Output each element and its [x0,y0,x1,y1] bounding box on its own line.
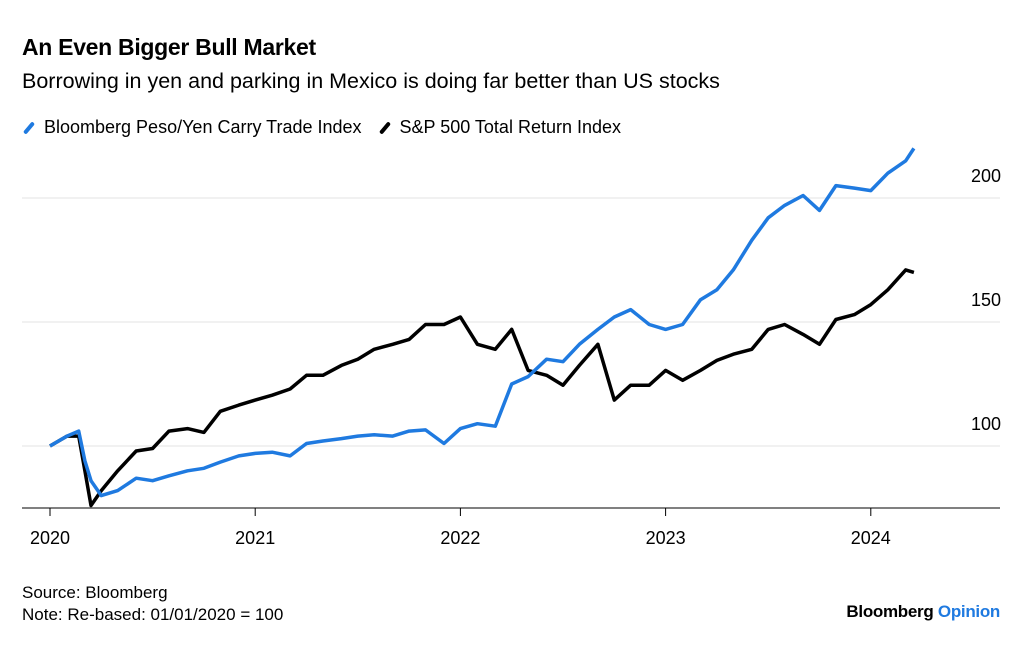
y-tick-label: 100 [971,414,1001,434]
x-tick-label: 2024 [851,528,891,548]
chart-subtitle: Borrowing in yen and parking in Mexico i… [22,69,720,93]
logo-main: Bloomberg [846,602,934,621]
source-note: Source: Bloomberg [22,583,168,602]
x-tick-label: 2020 [30,528,70,548]
legend: Bloomberg Peso/Yen Carry Trade Index S&P… [22,117,629,138]
legend-item-carry-trade: Bloomberg Peso/Yen Carry Trade Index [22,117,362,138]
series-line-carry-trade [49,147,916,498]
x-tick-label: 2023 [646,528,686,548]
logo-accent: Opinion [937,602,1000,621]
chart-title: An Even Bigger Bull Market [22,34,316,60]
y-tick-label: 150 [971,290,1001,310]
x-tick-label: 2022 [440,528,480,548]
bloomberg-opinion-logo: Bloomberg Opinion [846,602,1000,622]
y-tick-label: 200 [971,166,1001,186]
legend-item-sp500: S&P 500 Total Return Index [378,117,621,138]
rebase-note: Note: Re-based: 01/01/2020 = 100 [22,605,284,624]
legend-label: Bloomberg Peso/Yen Carry Trade Index [44,117,362,137]
legend-label: S&P 500 Total Return Index [399,117,621,137]
x-tick-label: 2021 [235,528,275,548]
series-line-sp500 [49,268,915,508]
